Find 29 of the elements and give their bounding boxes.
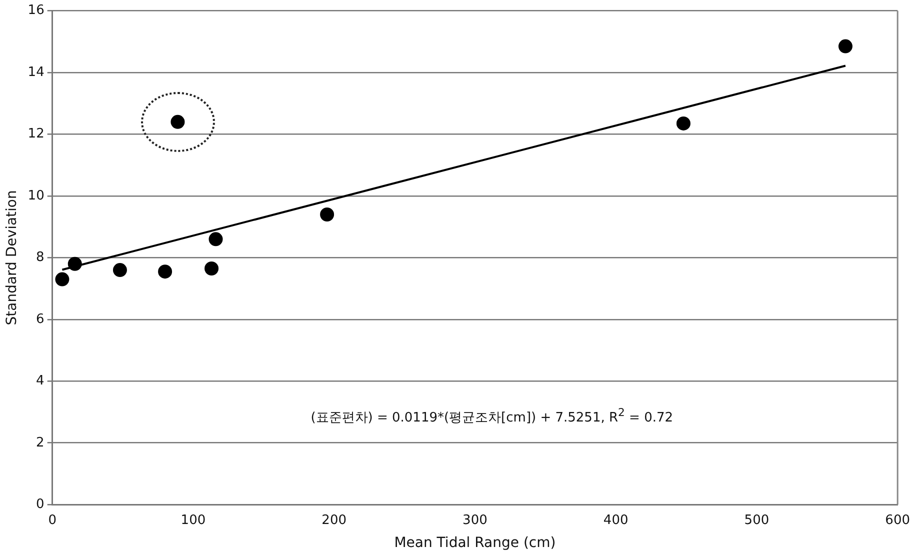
y-tick-label: 10 <box>28 188 44 204</box>
y-tick-label: 4 <box>36 374 44 389</box>
y-tick-label: 8 <box>36 250 44 266</box>
point <box>676 116 690 130</box>
point <box>204 262 219 276</box>
point <box>320 207 334 222</box>
x-tick-label: 0 <box>48 512 56 528</box>
y-tick-label: 14 <box>28 64 44 80</box>
y-tick-label: 6 <box>36 312 44 327</box>
y-tick-label: 0 <box>36 496 44 512</box>
x-tick-label: 300 <box>462 512 488 528</box>
x-tick-label: 200 <box>322 512 347 528</box>
point <box>112 263 127 278</box>
y-tick-label: 12 <box>28 126 44 142</box>
y-tick-label: 16 <box>28 3 44 18</box>
point <box>55 272 70 286</box>
point <box>158 264 172 279</box>
point <box>208 232 223 246</box>
point <box>838 39 852 54</box>
y-axis-title: Standard Deviation <box>4 190 20 326</box>
annotation: (표준편차) = 0.0119*(평균조차[cm]) + 7.5251, R$^{2}$ = 0.72 <box>310 406 674 426</box>
x-tick-label: 600 <box>885 512 910 528</box>
x-tick-label: 100 <box>180 512 206 528</box>
point <box>68 256 82 271</box>
x-tick-label: 400 <box>603 512 628 528</box>
x-axis-title: Mean Tidal Range (cm) <box>394 535 556 552</box>
point <box>170 114 185 129</box>
x-tick-label: 500 <box>744 512 770 528</box>
y-tick-label: 2 <box>36 435 44 450</box>
